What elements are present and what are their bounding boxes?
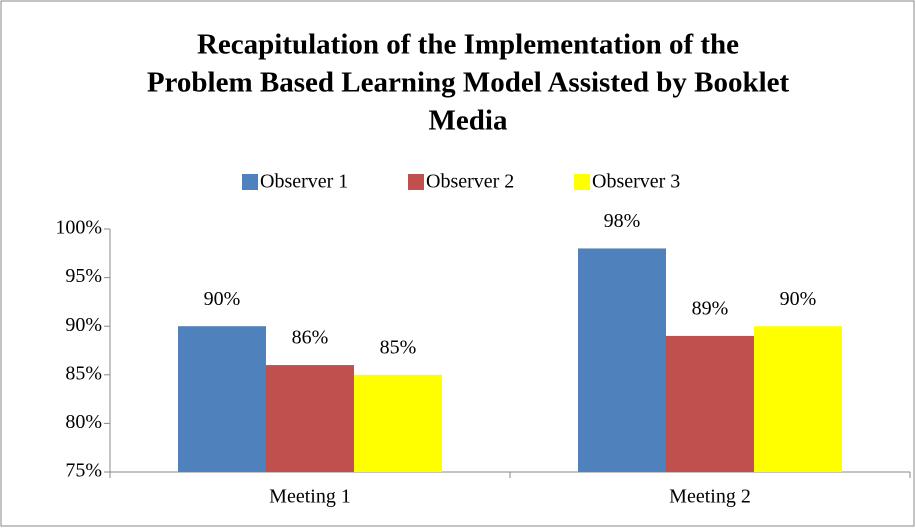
legend-label: Observer 1 — [260, 171, 348, 193]
chart-title: Media — [429, 105, 508, 137]
y-tick-label: 75% — [65, 460, 102, 482]
x-tick-label: Meeting 1 — [269, 486, 351, 508]
legend-label: Observer 2 — [426, 171, 514, 193]
value-label: 90% — [204, 288, 241, 310]
legend-swatch — [242, 174, 258, 190]
legend-swatch — [408, 174, 424, 190]
bar — [266, 365, 354, 472]
y-tick-label: 95% — [65, 265, 102, 287]
bar — [178, 326, 266, 472]
value-label: 85% — [380, 336, 417, 358]
chart-title: Problem Based Learning Model Assisted by… — [147, 67, 790, 99]
value-label: 89% — [692, 298, 729, 320]
bar — [754, 326, 842, 472]
bar — [666, 335, 754, 472]
y-tick-label: 90% — [65, 314, 102, 336]
y-tick-label: 100% — [55, 217, 102, 239]
chart-title: Recapitulation of the Implementation of … — [197, 29, 739, 61]
bar — [354, 374, 442, 472]
bar — [578, 248, 666, 472]
y-tick-label: 80% — [65, 411, 102, 433]
x-tick-label: Meeting 2 — [669, 486, 751, 508]
value-label: 98% — [604, 210, 641, 232]
y-tick-label: 85% — [65, 362, 102, 384]
legend-swatch — [574, 174, 590, 190]
value-label: 90% — [780, 288, 817, 310]
value-label: 86% — [292, 327, 329, 349]
legend-label: Observer 3 — [592, 171, 680, 193]
